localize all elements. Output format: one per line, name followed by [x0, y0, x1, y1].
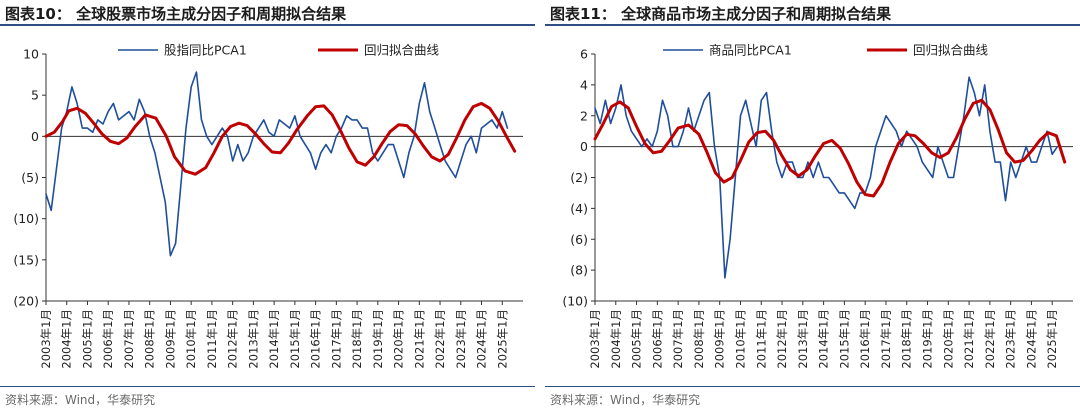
x-tick-label: 2007年1月	[671, 309, 685, 369]
x-tick-label: 2022年1月	[983, 309, 997, 369]
x-tick-label: 2014年1月	[267, 309, 281, 369]
x-tick-label: 2016年1月	[858, 309, 872, 369]
y-tick-label: 10	[23, 47, 39, 62]
x-tick-label: 2015年1月	[837, 309, 851, 369]
x-tick-label: 2014年1月	[817, 309, 831, 369]
title-rule	[545, 24, 1080, 26]
x-tick-label: 2018年1月	[350, 309, 364, 369]
y-tick-label: (4)	[570, 201, 588, 216]
x-tick-label: 2003年1月	[39, 309, 53, 369]
series-line-pca	[45, 71, 509, 257]
x-tick-label: 2006年1月	[650, 309, 664, 369]
legend-label: 股指同比PCA1	[164, 43, 247, 58]
x-tick-label: 2019年1月	[921, 309, 935, 369]
x-tick-label: 2020年1月	[941, 309, 955, 369]
line-chart-right: 6 4 2 0 (2) (4) (6) (8) (10)2003年1月 2004年1月 2005年1…	[562, 43, 1073, 369]
series-line-fit	[44, 101, 517, 176]
x-tick-label: 2025年1月	[495, 309, 509, 369]
series-line-fit	[593, 98, 1067, 198]
y-tick-label: 5	[31, 88, 39, 103]
x-tick-label: 2024年1月	[475, 309, 489, 369]
x-tick-label: 2022年1月	[433, 309, 447, 369]
x-tick-label: 2024年1月	[1024, 309, 1038, 369]
x-tick-label: 2005年1月	[80, 309, 94, 369]
x-tick-label: 2015年1月	[288, 309, 302, 369]
x-tick-label: 2010年1月	[184, 309, 198, 369]
footer-rule	[0, 386, 535, 387]
x-tick-label: 2004年1月	[60, 309, 74, 369]
y-tick-label: 4	[580, 77, 588, 92]
x-tick-label: 2017年1月	[329, 309, 343, 369]
x-tick-label: 2008年1月	[692, 309, 706, 369]
x-tick-label: 2004年1月	[609, 309, 623, 369]
source-note: 资料来源：Wind，华泰研究	[5, 393, 156, 407]
chart-panel-left: 图表10： 全球股票市场主成分因子和周期拟合结果 10 5 0 (5) (10) (15)…	[0, 0, 535, 413]
x-tick-label: 2008年1月	[143, 309, 157, 369]
series-line-pca	[594, 76, 1059, 279]
legend-label: 回归拟合曲线	[364, 43, 440, 58]
x-tick-label: 2013年1月	[246, 309, 260, 369]
y-tick-label: (15)	[13, 252, 39, 267]
x-tick-label: 2011年1月	[205, 309, 219, 369]
footer-rule	[545, 386, 1080, 387]
x-tick-label: 2019年1月	[371, 309, 385, 369]
x-tick-label: 2012年1月	[226, 309, 240, 369]
y-tick-label: 0	[31, 129, 39, 144]
y-tick-label: 6	[580, 47, 588, 62]
y-tick-label: 0	[580, 139, 588, 154]
x-tick-label: 2005年1月	[630, 309, 644, 369]
title-rule	[0, 24, 535, 26]
source-note: 资料来源：Wind，华泰研究	[550, 393, 701, 407]
x-tick-label: 2013年1月	[796, 309, 810, 369]
x-tick-label: 2021年1月	[962, 309, 976, 369]
x-tick-label: 2012年1月	[775, 309, 789, 369]
x-tick-label: 2021年1月	[412, 309, 426, 369]
x-tick-label: 2020年1月	[392, 309, 406, 369]
legend-label: 回归拟合曲线	[913, 43, 989, 58]
x-tick-label: 2018年1月	[900, 309, 914, 369]
chart-title: 图表11： 全球商品市场主成分因子和周期拟合结果	[550, 5, 892, 23]
x-tick-label: 2011年1月	[754, 309, 768, 369]
y-tick-label: (8)	[570, 263, 588, 278]
x-tick-label: 2007年1月	[122, 309, 136, 369]
x-tick-label: 2023年1月	[454, 309, 468, 369]
x-tick-label: 2016年1月	[309, 309, 323, 369]
x-tick-label: 2006年1月	[101, 309, 115, 369]
y-tick-label: (5)	[21, 170, 39, 185]
x-tick-label: 2025年1月	[1045, 309, 1059, 369]
y-tick-label: 2	[580, 108, 588, 123]
y-tick-label: (6)	[570, 232, 588, 247]
chart-title: 图表10： 全球股票市场主成分因子和周期拟合结果	[5, 5, 347, 23]
x-tick-label: 2017年1月	[879, 309, 893, 369]
x-tick-label: 2009年1月	[713, 309, 727, 369]
y-tick-label: (10)	[13, 211, 39, 226]
y-tick-label: (10)	[562, 294, 588, 309]
y-tick-label: (2)	[570, 170, 588, 185]
legend-label: 商品同比PCA1	[709, 43, 792, 58]
x-tick-label: 2003年1月	[588, 309, 602, 369]
chart-panel-right: 图表11： 全球商品市场主成分因子和周期拟合结果 6 4 2 0 (2) (4) (6) (8…	[545, 0, 1080, 413]
line-chart-left: 10 5 0 (5) (10) (15) (20)2003年1月 2004年1月 2005年1月…	[13, 43, 523, 369]
x-tick-label: 2009年1月	[163, 309, 177, 369]
y-tick-label: (20)	[13, 294, 39, 309]
x-tick-label: 2023年1月	[1004, 309, 1018, 369]
x-tick-label: 2010年1月	[733, 309, 747, 369]
